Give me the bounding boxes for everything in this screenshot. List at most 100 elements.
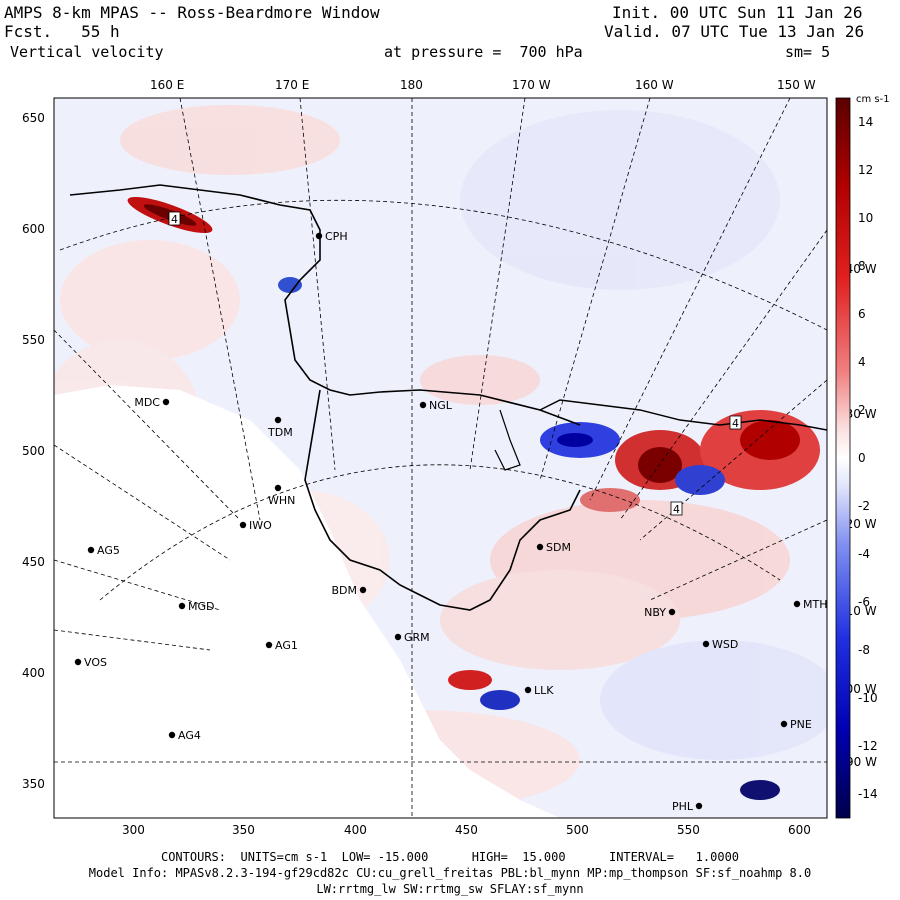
colorbar-label: 14 <box>858 115 873 129</box>
colorbar-label: 4 <box>858 355 866 369</box>
lon-label: 170 W <box>512 78 551 92</box>
lon-label: 180 <box>400 78 423 92</box>
x-tick: 500 <box>566 823 589 837</box>
valid-time: Valid. 07 UTC Tue 13 Jan 26 <box>604 22 865 41</box>
colorbar-label: -4 <box>858 547 870 561</box>
station-wsd-dot <box>702 640 710 648</box>
station-whn-label: WHN <box>268 494 295 507</box>
contour-labels: 4 4 4 <box>168 211 742 516</box>
station-phl-label: PHL <box>672 800 694 813</box>
colorbar-label: 10 <box>858 211 873 225</box>
contour-label: 4 <box>673 503 680 516</box>
station-ag5-dot <box>87 546 95 554</box>
station-mth-dot <box>793 600 801 608</box>
station-phl-dot <box>695 802 703 810</box>
contour-label: 4 <box>171 213 178 226</box>
station-bdm-label: BDM <box>331 584 357 597</box>
x-tick: 600 <box>788 823 811 837</box>
colorbar-label: 0 <box>858 451 866 465</box>
contour-info: CONTOURS: UNITS=cm s-1 LOW= -15.000 HIGH… <box>0 850 900 864</box>
forecast-label: Fcst. <box>4 22 53 41</box>
station-sdm-dot <box>536 543 544 551</box>
smoothing: sm= 5 <box>785 43 831 61</box>
station-mgd-label: MGD <box>188 600 215 613</box>
station-markers: CPH MDC TDM NGL WHN IWO AG5 SDM BDM MGD AG1 VOS GRM A… <box>74 230 827 813</box>
lon-label: 150 W <box>777 78 816 92</box>
lon-label: 170 E <box>275 78 309 92</box>
plot-frame <box>53 97 828 819</box>
station-vos-dot <box>74 658 82 666</box>
plot-area <box>54 98 827 818</box>
model-info: Model Info: MPASv8.2.3-194-gf29cd82c CU:… <box>88 866 812 880</box>
forecast-hour: Fcst. 55 h <box>4 23 120 41</box>
station-ngl-label: NGL <box>429 399 453 412</box>
pressure-level: at pressure = 700 hPa <box>384 43 583 61</box>
station-nby-label: NBY <box>644 606 666 619</box>
y-tick: 350 <box>22 777 45 791</box>
map-title: AMPS 8-km MPAS -- Ross-Beardmore Window <box>4 3 380 22</box>
colorbar-label: 12 <box>858 163 873 177</box>
low-value: LOW= -15.000 <box>341 850 429 864</box>
colorbar: cm s-1 14 12 10 8 6 4 2 0 -2 -4 -6 -8 -10 -12 -14 <box>835 94 890 819</box>
lon-label: 160 W <box>635 78 674 92</box>
roosevelt-island <box>494 409 521 471</box>
x-axis: 300 350 400 450 500 550 600 <box>122 823 811 837</box>
colorbar-gradient <box>835 97 851 819</box>
station-mdc-dot <box>162 398 170 406</box>
station-wsd-label: WSD <box>712 638 738 651</box>
station-cph-dot <box>315 232 323 240</box>
station-iwo-label: IWO <box>249 519 272 532</box>
coastline <box>69 184 581 426</box>
colorbar-label: 8 <box>858 259 866 273</box>
station-ag4-dot <box>168 731 176 739</box>
station-ngl-dot <box>419 401 427 409</box>
station-grm-label: GRM <box>404 631 430 644</box>
x-tick: 550 <box>677 823 700 837</box>
field-name: Vertical velocity <box>10 43 164 61</box>
station-ag4-label: AG4 <box>178 729 201 742</box>
x-tick: 350 <box>232 823 255 837</box>
station-cph-label: CPH <box>325 230 348 243</box>
station-pne-label: PNE <box>790 718 812 731</box>
station-sdm-label: SDM <box>546 541 571 554</box>
station-tdm-dot <box>274 416 282 424</box>
station-mdc-label: MDC <box>134 396 160 409</box>
station-mth-label: MTH <box>803 598 827 611</box>
station-iwo-dot <box>239 521 247 529</box>
y-axis: 650 600 550 500 450 400 350 <box>22 111 45 791</box>
interval-value: INTERVAL= 1.0000 <box>608 850 740 864</box>
x-tick: 400 <box>344 823 367 837</box>
colorbar-label: -8 <box>858 643 870 657</box>
lon-label: 90 W <box>846 755 877 769</box>
lon-label: 160 E <box>150 78 184 92</box>
y-tick: 600 <box>22 222 45 236</box>
y-tick: 400 <box>22 666 45 680</box>
contour-label: 4 <box>732 417 739 430</box>
station-bdm-dot <box>359 586 367 594</box>
longitude-labels: 160 E 170 E 180 170 W 160 W 150 W <box>150 78 816 92</box>
high-value: HIGH= 15.000 <box>471 850 566 864</box>
x-tick: 300 <box>122 823 145 837</box>
colorbar-label: 6 <box>858 307 866 321</box>
station-ag5-label: AG5 <box>97 544 120 557</box>
station-vos-label: VOS <box>84 656 107 669</box>
forecast-value: 55 h <box>81 22 120 41</box>
y-tick: 650 <box>22 111 45 125</box>
colorbar-label: -12 <box>858 739 878 753</box>
station-llk-label: LLK <box>534 684 554 697</box>
station-llk-dot <box>524 686 532 694</box>
station-ag1-label: AG1 <box>275 639 298 652</box>
marie-byrd-coast <box>539 399 827 431</box>
contours-label: CONTOURS: <box>160 850 227 864</box>
station-nby-dot <box>668 608 676 616</box>
init-time: Init. 00 UTC Sun 11 Jan 26 <box>612 3 863 22</box>
station-ag1-dot <box>265 641 273 649</box>
colorbar-units: cm s-1 <box>856 94 890 105</box>
colorbar-label: 2 <box>858 403 866 417</box>
ice-shelf-blank <box>54 385 560 818</box>
station-pne-dot <box>780 720 788 728</box>
station-whn-dot <box>274 484 282 492</box>
y-tick: 450 <box>22 555 45 569</box>
station-mgd-dot <box>178 602 186 610</box>
